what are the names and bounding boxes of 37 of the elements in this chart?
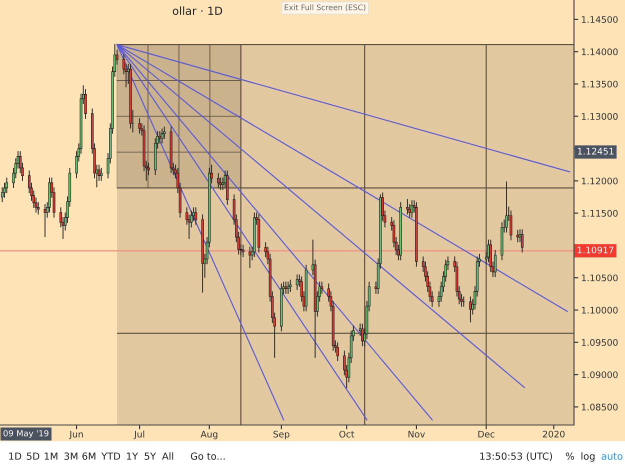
text: 09 May '19 (4, 430, 48, 438)
x-tick-label: Nov (408, 430, 425, 438)
y-tick-label: 1.09000 (582, 371, 618, 378)
text: 5D (26, 452, 40, 460)
text: 6M (82, 452, 96, 460)
ref-line-label: 1.10917 (578, 246, 614, 254)
y-tick-label: 1.13000 (582, 112, 618, 120)
text: % (566, 452, 574, 460)
y-tick-label: 1.14000 (582, 48, 618, 56)
y-tick-label: 1.13500 (582, 80, 618, 88)
y-tick-label: 1.10500 (582, 274, 618, 282)
x-tick-label: Sep (273, 430, 290, 440)
text: YTD (101, 452, 120, 460)
text: 1.12451 (578, 148, 614, 155)
text: 3M (64, 452, 78, 460)
y-tick-label: 1.10000 (582, 306, 618, 314)
y-tick-label: 1.14500 (582, 16, 618, 23)
text: 5Y (144, 452, 156, 460)
text: 13:50:53 (UTC) (480, 452, 552, 461)
text: log (582, 452, 595, 462)
text: 1D (9, 452, 22, 460)
x-tick-label: 2020 (542, 430, 565, 438)
y-tick-label: 1.09500 (582, 339, 618, 346)
text: auto (602, 452, 622, 460)
x-tick-label: Oct (339, 430, 354, 438)
text: Go to... (190, 452, 225, 460)
chart-title: ollar · 1D (172, 6, 222, 15)
y-tick-label: 1.11500 (582, 210, 618, 217)
text: All (162, 452, 174, 460)
y-tick-label: 1.08500 (582, 404, 618, 410)
x-tick-label: Jul (134, 430, 144, 440)
x-tick-label: Dec (478, 430, 494, 438)
x-tick-label: Aug (200, 430, 218, 440)
x-tick-label: Jun (69, 430, 83, 440)
y-tick-label: 1.12000 (582, 178, 618, 184)
text: 1M (44, 452, 58, 460)
text: 1Y (127, 452, 138, 460)
